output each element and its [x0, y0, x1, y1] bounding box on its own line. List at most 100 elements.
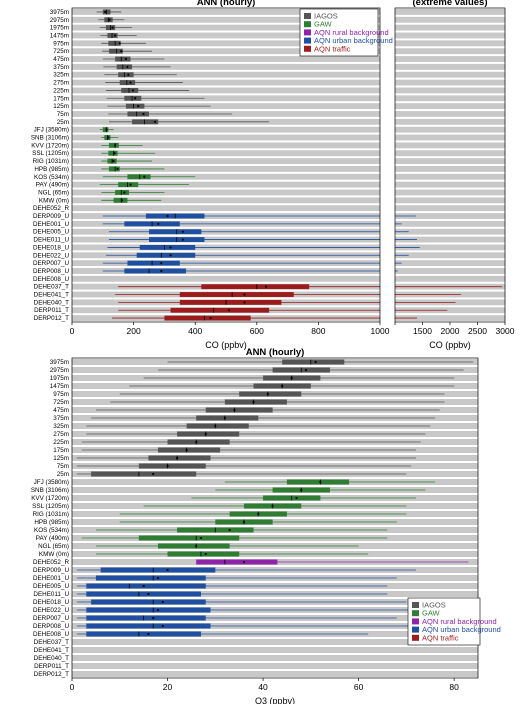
- o3-panel-mean-point: [223, 416, 226, 420]
- o3-panel-box: [86, 607, 211, 613]
- co-panel-category-label: DERP011_T: [34, 307, 69, 314]
- o3-panel-category-label: 975m: [53, 391, 69, 398]
- co-panel-category-label: 225m: [53, 87, 69, 94]
- o3-panel-category-label: 375m: [53, 415, 69, 422]
- o3-panel-category-label: DEHE005_U: [33, 583, 70, 590]
- o3-panel-category-label: 175m: [53, 447, 69, 454]
- o3-panel-box: [167, 551, 240, 557]
- o3-panel-category-label: 1475m: [50, 383, 69, 390]
- co-panel-title: ANN (hourly): [197, 0, 256, 8]
- co-extreme-panel-row-band: [395, 244, 505, 251]
- co-panel-mean-point: [104, 10, 107, 14]
- o3-panel-category-label: 75m: [57, 463, 69, 470]
- o3-panel-mean-point: [152, 616, 155, 620]
- co-extreme-panel-row-band: [395, 95, 505, 102]
- co-panel-box: [118, 72, 134, 78]
- o3-panel-mean-point: [271, 504, 274, 508]
- co-panel-mean-point: [120, 199, 123, 202]
- co-panel-x-tick-label: 0: [70, 326, 75, 336]
- co-panel-category-label: 1975m: [50, 25, 69, 32]
- o3-panel-box: [138, 535, 240, 541]
- o3-panel-box: [148, 455, 211, 461]
- co-panel-box: [170, 307, 270, 313]
- o3-panel-category-label: DEHE001_U: [33, 575, 70, 582]
- co-panel-box: [125, 103, 145, 109]
- co-panel-box: [124, 95, 142, 101]
- co-panel-category-label: DEHE018_U: [33, 244, 70, 251]
- co-extreme-panel-title: (extreme values): [413, 0, 488, 8]
- co-panel-legend-box: [299, 8, 379, 57]
- o3-panel-legend-swatch: [412, 610, 419, 617]
- co-panel-mean-point: [124, 57, 127, 61]
- co-panel-category-label: DERP008_U: [33, 268, 70, 275]
- co-extreme-panel-row-band: [395, 24, 505, 31]
- co-panel-category-label: SNB (3106m): [31, 135, 69, 142]
- o3-panel-mean-point: [204, 552, 207, 556]
- o3-panel-mean-point: [233, 408, 236, 412]
- co-panel-mean-point: [142, 112, 145, 116]
- o3-panel-mean-point: [195, 544, 198, 548]
- co-extreme-panel-row-band: [395, 205, 505, 212]
- co-panel-mean-point: [209, 316, 212, 320]
- o3-panel-category-label: RIG (1031m): [33, 511, 69, 518]
- co-panel-row-band: [72, 56, 380, 62]
- co-panel-row-band: [72, 48, 380, 55]
- co-panel-box: [139, 244, 196, 250]
- o3-panel-category-label: DERP012_T: [34, 671, 70, 678]
- o3-panel-box: [86, 631, 201, 637]
- o3-panel-row-band: [72, 647, 478, 653]
- o3-panel-mean-point: [147, 632, 150, 636]
- co-panel-box: [179, 299, 282, 305]
- o3-panel-category-label: 325m: [53, 423, 69, 430]
- co-panel-mean-point: [137, 105, 140, 108]
- o3-panel-box: [91, 471, 197, 477]
- o3-panel-title: ANN (hourly): [246, 347, 305, 358]
- co-panel-box: [124, 268, 186, 274]
- o3-panel-mean-point: [166, 568, 169, 572]
- o3-panel-mean-point: [242, 560, 246, 564]
- co-panel-legend-swatch: [304, 29, 311, 36]
- co-panel-category-label: 325m: [53, 72, 69, 79]
- co-extreme-panel-row-band: [395, 252, 505, 259]
- o3-panel-box: [91, 599, 206, 605]
- co-extreme-panel-row-band: [395, 56, 505, 62]
- co-panel-row-band: [72, 166, 380, 172]
- co-panel-mean-point: [227, 309, 231, 312]
- o3-panel-box: [282, 359, 345, 365]
- o3-panel-x-tick-label: 40: [258, 682, 268, 692]
- co-panel-category-label: DERP009_U: [33, 213, 70, 220]
- o3-panel-category-label: DEHE037_T: [34, 639, 70, 646]
- co-panel-category-label: DEHE037_T: [34, 284, 70, 291]
- co-panel-box: [127, 260, 180, 266]
- o3-panel-mean-point: [161, 600, 164, 604]
- co-panel-category-label: DEHE011_U: [33, 237, 69, 244]
- co-panel-box: [201, 284, 310, 290]
- co-panel-row-band: [72, 63, 380, 70]
- co-panel-mean-point: [112, 159, 115, 163]
- co-panel-category-label: DERP012_T: [34, 315, 70, 322]
- o3-panel-category-label: DEHE011_U: [33, 591, 69, 598]
- o3-panel-box: [86, 591, 201, 597]
- co-panel-mean-point: [108, 18, 111, 21]
- co-panel-category-label: 975m: [53, 40, 69, 47]
- o3-panel-row-band: [72, 639, 478, 645]
- co-panel-row-band: [72, 173, 380, 180]
- co-extreme-panel-x-tick-label: 3000: [496, 326, 515, 336]
- o3-panel-mean-point: [290, 376, 293, 380]
- o3-panel-category-label: PAY (490m): [36, 535, 69, 542]
- co-extreme-panel-row-band: [395, 166, 505, 172]
- co-panel-mean-point: [169, 254, 172, 257]
- co-extreme-panel-row-band: [395, 197, 505, 204]
- co-panel-mean-point: [181, 230, 184, 233]
- co-extreme-panel-row-band: [395, 16, 505, 23]
- co-panel-category-label: RIG (1031m): [33, 158, 69, 165]
- co-panel-row-band: [72, 275, 380, 282]
- co-panel-category-label: DEHE008_U: [33, 276, 70, 283]
- co-panel-category-label: DEHE040_T: [34, 299, 70, 306]
- o3-panel-mean-point: [281, 384, 284, 388]
- co-extreme-panel-row-band: [395, 307, 505, 314]
- co-extreme-panel-row-band: [395, 150, 505, 157]
- o3-panel-legend-label: AQN urban background: [422, 625, 501, 634]
- o3-panel-category-label: JFJ (3580m): [34, 479, 69, 486]
